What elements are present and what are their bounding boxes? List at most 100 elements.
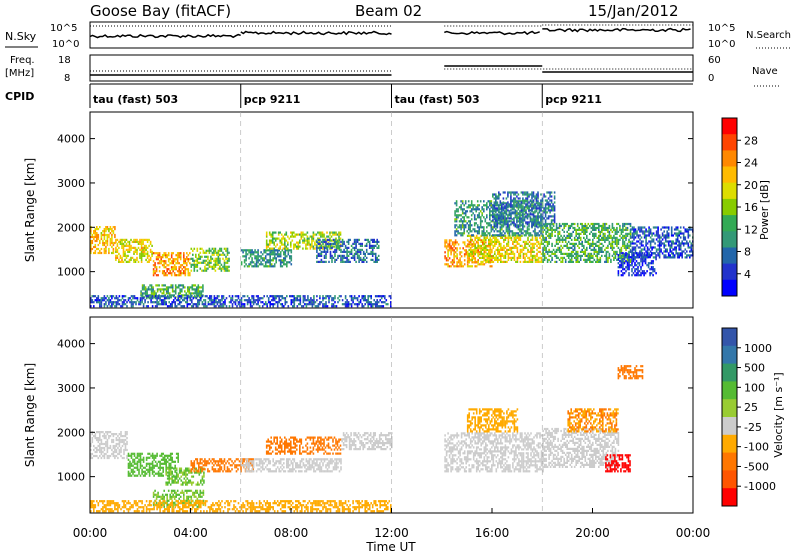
power-cell-888	[260, 257, 262, 260]
power-cell-371	[169, 270, 171, 273]
power-cell-4154	[593, 246, 596, 249]
power-cell-2198	[447, 245, 449, 248]
power-cell-4710	[675, 246, 677, 249]
power-cell-2253	[457, 243, 460, 246]
power-cell-3120	[504, 202, 506, 205]
power-cell-3573	[523, 213, 526, 216]
power-cell-1032	[273, 237, 275, 240]
power-cell-1584	[117, 299, 119, 302]
power-cell-4298	[611, 226, 614, 230]
power-cell-4830	[622, 268, 624, 271]
power-cell-1641	[144, 299, 146, 302]
power-cell-347	[163, 254, 165, 257]
power-cell-624	[226, 265, 229, 268]
power-cell-2389	[489, 245, 492, 248]
power-cell-3639	[532, 201, 535, 204]
power-cell-245	[140, 252, 143, 255]
power-cell-1125	[306, 247, 309, 250]
power-cell-240	[139, 238, 141, 241]
power-cell-1498	[374, 260, 377, 263]
power-cell-4871	[631, 258, 633, 261]
power-cell-3099	[501, 210, 503, 213]
power-cell-4093	[584, 222, 587, 226]
power-cell-4151	[593, 252, 596, 255]
power-cell-2220	[451, 247, 454, 250]
power-cell-571	[214, 247, 217, 250]
power-cell-2689	[521, 248, 523, 251]
power-cell-3382	[493, 207, 496, 210]
power-cell-217	[134, 258, 137, 261]
power-cell-651	[144, 294, 147, 297]
power-cell-2218	[451, 259, 454, 262]
power-cell-4495	[639, 252, 641, 255]
power-cell-3841	[549, 260, 552, 263]
power-cell-3393	[495, 207, 497, 210]
power-cell-1447	[361, 260, 363, 263]
power-cell-2459	[478, 244, 481, 247]
power-cell-3513	[513, 191, 515, 194]
power-cell-1323	[332, 238, 335, 241]
power-cell-4404	[626, 258, 629, 261]
power-cell-1953	[284, 301, 287, 304]
power-cell-4067	[581, 224, 583, 228]
power-cell-4466	[633, 230, 635, 233]
power-cell-1559	[108, 301, 110, 304]
power-cell-1264	[319, 252, 321, 255]
power-cell-4288	[610, 228, 612, 231]
power-cell-4050	[579, 254, 582, 257]
power-cell-1422	[355, 242, 357, 245]
power-cell-3519	[514, 201, 517, 204]
power-cell-2491	[485, 244, 487, 247]
power-cell-2515	[489, 240, 492, 243]
power-cell-3334	[538, 224, 541, 227]
power-cell-1877	[249, 301, 252, 304]
power-cell-2489	[485, 248, 487, 251]
power-cell-3493	[510, 197, 512, 200]
power-cell-2382	[489, 259, 492, 262]
power-cell-695	[158, 288, 160, 291]
power-cell-588	[219, 265, 221, 268]
power-cell-37	[96, 233, 98, 237]
power-cell-4036	[576, 224, 579, 228]
power-cell-1040	[277, 247, 280, 250]
power-cell-4300	[611, 222, 614, 226]
power-cell-2637	[510, 236, 513, 239]
power-cell-1480	[370, 246, 372, 249]
power-cell-2923	[473, 228, 476, 231]
power-cell-3017	[490, 228, 493, 231]
power-cell-555	[213, 267, 215, 270]
power-cell-3528	[516, 205, 518, 208]
power-cell-4126	[590, 260, 593, 263]
power-cell-4346	[619, 252, 621, 255]
power-cell-5	[90, 241, 92, 245]
power-cell-2260	[459, 251, 461, 254]
power-cell-1703	[172, 299, 175, 302]
power-cell-3375	[493, 225, 496, 228]
power-cell-4949	[649, 256, 651, 259]
power-cell-2333	[477, 259, 479, 262]
power-cell-4030	[576, 250, 579, 253]
power-cell-872	[255, 257, 258, 260]
power-cell-4913	[640, 260, 642, 263]
power-cell-3977	[569, 232, 571, 235]
power-cell-1450	[361, 244, 363, 247]
power-cell-99	[108, 228, 110, 231]
power-cell-2536	[494, 250, 496, 253]
power-cell-3657	[535, 221, 538, 224]
power-cell-4644	[664, 256, 667, 259]
power-cell-768	[187, 288, 189, 291]
power-cell-4756	[681, 232, 683, 235]
power-cell-4689	[670, 232, 673, 235]
power-cell-2742	[531, 246, 534, 249]
power-cell-3677	[537, 195, 539, 198]
power-cell-3021	[490, 214, 493, 217]
power-cell-3054	[495, 214, 497, 217]
power-cell-2741	[531, 248, 534, 251]
power-cell-4158	[593, 232, 596, 235]
power-cell-1680	[162, 301, 164, 304]
power-cell-2141	[373, 299, 375, 302]
power-cell-1143	[311, 239, 313, 242]
power-cell-1028	[271, 231, 274, 234]
power-cell-6	[90, 239, 92, 243]
power-cell-1171	[318, 231, 321, 234]
